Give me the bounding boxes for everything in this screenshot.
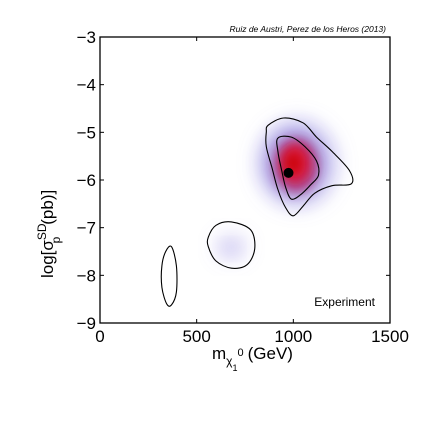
y-tick-label: −4 bbox=[77, 76, 96, 95]
y-axis-label: log[σSDp (pb)] bbox=[35, 190, 63, 278]
contour-outer-main bbox=[265, 117, 354, 217]
contour-inner-main bbox=[276, 135, 320, 200]
x-label-base: m bbox=[212, 344, 226, 363]
contour-lines bbox=[160, 117, 354, 307]
density-blob bbox=[220, 242, 239, 256]
y-label-tail: (pb)] bbox=[38, 190, 57, 225]
credit-text: Ruiz de Austri, Perez de los Heros (2013… bbox=[229, 24, 386, 34]
y-tick-label: −7 bbox=[77, 219, 96, 238]
y-label-sub: p bbox=[49, 236, 63, 243]
y-tick-label: −8 bbox=[77, 266, 96, 285]
x-axis-label: mχ10 (GeV) bbox=[212, 344, 293, 373]
y-tick-label: −3 bbox=[77, 28, 96, 47]
x-label-sup: 0 bbox=[238, 347, 244, 359]
best-fit-layer bbox=[283, 167, 294, 178]
x-tick-label: 500 bbox=[182, 327, 210, 346]
contour-left-island bbox=[160, 245, 178, 307]
x-label-tail: (GeV) bbox=[248, 344, 293, 363]
y-label-prefix: log[σ bbox=[38, 240, 57, 278]
x-label-sub: χ bbox=[226, 354, 233, 368]
x-tick-label: 1500 bbox=[371, 327, 409, 346]
plot-frame bbox=[99, 36, 391, 324]
x-label-subsub: 1 bbox=[232, 363, 237, 373]
y-tick-label: −9 bbox=[77, 314, 96, 333]
best-fit-point bbox=[283, 167, 294, 178]
x-tick-label: 1000 bbox=[274, 327, 312, 346]
y-tick-label: −5 bbox=[77, 123, 96, 142]
y-tick-label: −6 bbox=[77, 171, 96, 190]
contour-middle-island bbox=[206, 221, 256, 269]
y-label-sup: SD bbox=[35, 223, 49, 240]
experiment-label: Experiment bbox=[314, 295, 375, 309]
axis-ticks: 0 500 1000 1500 −3 −4 −5 −6 −7 −8 −9 bbox=[77, 28, 409, 346]
x-tick-label: 0 bbox=[95, 327, 104, 346]
